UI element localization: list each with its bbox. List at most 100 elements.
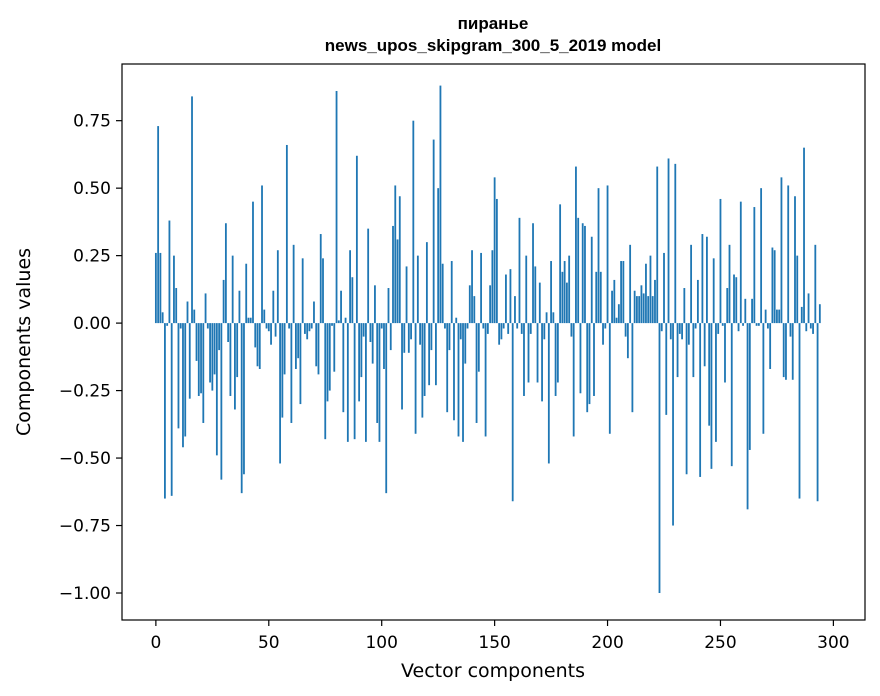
bar <box>482 323 485 329</box>
bar <box>432 139 435 324</box>
bar <box>739 201 742 324</box>
bar <box>733 274 735 324</box>
bar <box>584 225 586 324</box>
x-tick-label: 250 <box>704 633 736 653</box>
bar <box>170 323 173 496</box>
bar <box>256 323 259 367</box>
bar <box>658 323 661 594</box>
bar <box>477 323 480 372</box>
bar <box>595 271 598 324</box>
bar <box>444 323 446 329</box>
bar <box>272 290 275 324</box>
bar <box>308 323 311 332</box>
y-tick-label: 0.25 <box>73 247 111 267</box>
bar <box>159 252 162 324</box>
bar <box>294 323 297 369</box>
bar <box>794 196 796 324</box>
bar <box>780 177 783 324</box>
bar <box>631 323 634 413</box>
bar <box>222 279 225 324</box>
bar <box>353 323 356 440</box>
bar <box>778 309 781 324</box>
bar <box>545 312 548 324</box>
y-tick-label: −0.25 <box>59 382 111 402</box>
bar <box>204 293 207 324</box>
bar <box>179 323 182 329</box>
x-tick-label: 100 <box>365 633 397 653</box>
bar <box>407 323 410 353</box>
bar <box>365 323 367 442</box>
bar <box>335 90 338 324</box>
bar <box>215 323 218 456</box>
bar <box>561 271 564 324</box>
bar <box>410 323 412 340</box>
bar <box>527 323 530 383</box>
bar <box>297 323 300 359</box>
bar <box>254 323 257 348</box>
bar <box>715 323 717 442</box>
x-tick-label: 0 <box>150 633 161 653</box>
bar <box>507 323 510 334</box>
bar <box>430 323 433 351</box>
bar <box>509 269 512 324</box>
bar <box>188 323 191 399</box>
bar <box>642 293 645 324</box>
bar <box>730 323 733 467</box>
bar <box>245 263 248 324</box>
bar <box>344 317 347 324</box>
bar <box>367 228 370 324</box>
bar <box>416 255 419 324</box>
bar <box>317 323 320 375</box>
bar <box>437 188 440 324</box>
bar <box>362 323 365 337</box>
bar <box>602 323 604 345</box>
bar <box>773 250 776 324</box>
bar <box>626 323 629 359</box>
bar <box>685 323 688 475</box>
bar <box>466 323 469 329</box>
bar <box>708 323 711 426</box>
bar <box>757 323 760 326</box>
bar <box>696 279 699 324</box>
bar <box>154 252 157 324</box>
bar <box>319 234 322 324</box>
bar <box>464 323 467 364</box>
bar <box>640 285 643 324</box>
bar <box>236 323 239 378</box>
bar <box>520 323 523 334</box>
bar <box>462 323 464 442</box>
bar <box>769 323 772 369</box>
bar <box>202 323 205 423</box>
bar <box>814 244 817 324</box>
bar <box>547 323 550 464</box>
bar <box>678 323 681 334</box>
bar <box>719 198 722 324</box>
bar <box>184 323 187 437</box>
bar <box>710 323 713 469</box>
bar <box>597 188 600 324</box>
bar <box>301 258 304 324</box>
bar <box>663 252 665 324</box>
bar <box>656 166 659 324</box>
bar <box>371 323 374 364</box>
bar <box>683 288 686 324</box>
bar <box>283 323 286 375</box>
bar <box>243 323 245 475</box>
bar <box>818 304 821 324</box>
bar <box>633 290 636 324</box>
bar <box>369 323 372 342</box>
x-tick-label: 50 <box>258 633 280 653</box>
bar <box>313 301 315 324</box>
bar <box>728 244 731 324</box>
bar <box>805 323 808 332</box>
bar <box>577 217 580 324</box>
y-tick-label: −0.75 <box>59 517 111 537</box>
bar <box>629 244 632 324</box>
bar <box>694 323 697 329</box>
bar-series <box>154 85 821 594</box>
bar <box>414 323 417 434</box>
bar <box>177 323 180 429</box>
bar <box>473 296 476 324</box>
bar <box>809 323 812 329</box>
